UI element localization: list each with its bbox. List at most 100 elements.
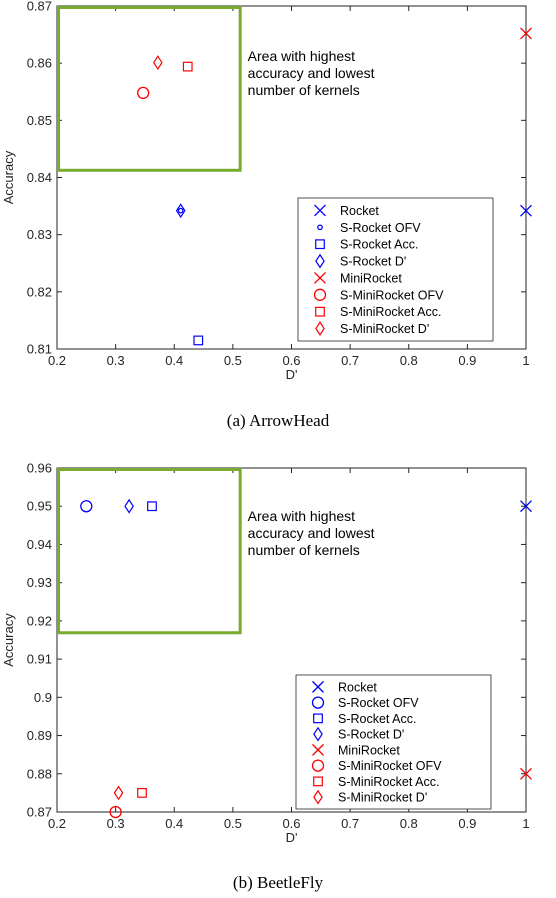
y-axis-label: Accuracy bbox=[1, 613, 16, 667]
legend-marker-rocket bbox=[312, 680, 324, 693]
x-tick-label: 0.4 bbox=[165, 816, 183, 831]
point-s-rocket-ofv bbox=[177, 207, 184, 214]
legend-label-s-minirocket-acc: S-MiniRocket Acc. bbox=[340, 305, 441, 319]
annotation-line: Area with highest bbox=[248, 48, 356, 64]
point-s-minirocket-acc bbox=[182, 61, 193, 72]
y-tick-label: 0.87 bbox=[27, 805, 52, 820]
x-tick-label: 1 bbox=[522, 353, 529, 368]
point-s-rocket-acc bbox=[147, 501, 157, 512]
x-tick-label: 0.2 bbox=[48, 353, 66, 368]
caption-arrowhead: (a) ArrowHead bbox=[226, 411, 330, 430]
y-tick-label: 0.81 bbox=[27, 342, 52, 357]
legend-marker-s-minirocket-ofv bbox=[311, 759, 325, 772]
legend: Rocket S-Rocket OFV S-Rocket Acc. S-Rocket … bbox=[295, 674, 492, 810]
x-tick-label: 0.2 bbox=[48, 816, 66, 831]
legend-marker-s-minirocket-d-prime bbox=[315, 321, 325, 336]
legend-box bbox=[297, 197, 494, 342]
x-tick-label: 0.9 bbox=[458, 353, 476, 368]
y-tick-label: 0.89 bbox=[27, 728, 52, 743]
y-tick-label: 0.82 bbox=[27, 284, 52, 299]
legend-label-s-minirocket-ofv: S-MiniRocket OFV bbox=[338, 759, 442, 773]
y-tick-label: 0.92 bbox=[27, 613, 52, 628]
y-tick-label: 0.88 bbox=[27, 766, 52, 781]
x-tick-label: 0.7 bbox=[341, 816, 359, 831]
legend-marker-s-minirocket-acc bbox=[315, 306, 325, 317]
y-tick-label: 0.94 bbox=[27, 537, 52, 552]
point-s-rocket-ofv bbox=[80, 500, 93, 513]
point-minirocket bbox=[520, 27, 532, 40]
legend-marker-s-rocket-ofv bbox=[317, 224, 323, 231]
legend-marker-s-minirocket-acc bbox=[313, 776, 323, 787]
point-s-minirocket-d-prime bbox=[113, 785, 124, 801]
y-tick-label: 0.86 bbox=[27, 56, 52, 71]
y-tick-label: 0.85 bbox=[27, 113, 52, 128]
x-tick-label: 0.9 bbox=[458, 816, 476, 831]
x-tick-label: 0.3 bbox=[107, 353, 125, 368]
legend-marker-s-rocket-acc bbox=[313, 713, 323, 724]
arrowhead-chart: 0.2 0.3 0.4 0.5 0.6 0.7 0.8 0.9 1 0.81 0.82 0.83 0.8… bbox=[1, 0, 532, 382]
legend-label-s-rocket-ofv: S-Rocket OFV bbox=[340, 221, 421, 235]
legend-label-s-rocket-acc: S-Rocket Acc. bbox=[338, 712, 417, 726]
legend-marker-minirocket bbox=[314, 271, 326, 284]
y-tick-label: 0.91 bbox=[27, 652, 52, 667]
caption-beetlefly: (b) BeetleFly bbox=[232, 873, 324, 892]
y-tick-label: 0.95 bbox=[27, 499, 52, 514]
x-tick-label: 0.6 bbox=[282, 353, 300, 368]
point-s-minirocket-ofv bbox=[109, 805, 122, 819]
point-rocket bbox=[520, 500, 532, 513]
legend-label-s-rocket-acc: S-Rocket Acc. bbox=[340, 238, 419, 252]
point-rocket bbox=[520, 204, 532, 217]
annotation-line: number of kernels bbox=[248, 542, 360, 558]
y-tick-label: 0.83 bbox=[27, 227, 52, 242]
highlight-annotation: Area with highest accuracy and lowest numb… bbox=[248, 48, 375, 98]
point-s-rocket-acc bbox=[193, 335, 204, 346]
legend-label-rocket: Rocket bbox=[338, 680, 377, 694]
x-tick-label: 0.8 bbox=[400, 816, 418, 831]
annotation-line: number of kernels bbox=[248, 82, 360, 98]
point-s-rocket-d-prime bbox=[124, 498, 134, 514]
legend-marker-s-rocket-d-prime bbox=[315, 253, 325, 269]
x-tick-label: 0.4 bbox=[165, 353, 183, 368]
y-tick-label: 0.96 bbox=[27, 461, 52, 476]
legend-label-s-rocket-d-prime: S-Rocket D' bbox=[338, 728, 404, 742]
legend-marker-minirocket bbox=[312, 743, 324, 756]
legend-marker-s-rocket-ofv bbox=[311, 696, 325, 709]
legend-label-rocket: Rocket bbox=[340, 204, 379, 218]
legend-marker-s-minirocket-d-prime bbox=[313, 789, 323, 805]
legend-label-s-rocket-ofv: S-Rocket OFV bbox=[338, 696, 419, 710]
legend-label-s-minirocket-d-prime: S-MiniRocket D' bbox=[340, 322, 429, 336]
legend-marker-rocket bbox=[314, 204, 326, 217]
point-minirocket bbox=[520, 767, 532, 780]
legend-marker-s-rocket-d-prime bbox=[313, 726, 323, 742]
highlight-annotation: Area with highest accuracy and lowest numb… bbox=[248, 508, 375, 558]
y-tick-label: 0.9 bbox=[34, 690, 52, 705]
legend-marker-s-rocket-acc bbox=[315, 239, 325, 250]
y-tick-label: 0.93 bbox=[27, 575, 52, 590]
point-s-minirocket-d-prime bbox=[152, 55, 163, 71]
x-tick-label: 0.8 bbox=[400, 353, 418, 368]
x-tick-label: 0.7 bbox=[341, 353, 359, 368]
legend-label-minirocket: MiniRocket bbox=[340, 271, 402, 285]
x-tick-label: 0.3 bbox=[107, 816, 125, 831]
x-axis-label: D' bbox=[286, 830, 298, 845]
x-axis-label: D' bbox=[286, 367, 298, 382]
legend-label-s-rocket-d-prime: S-Rocket D' bbox=[340, 255, 406, 269]
legend: Rocket S-Rocket OFV S-Rocket Acc. S-Rocket … bbox=[297, 197, 494, 342]
legend-label-s-minirocket-acc: S-MiniRocket Acc. bbox=[338, 775, 439, 789]
annotation-line: accuracy and lowest bbox=[248, 65, 375, 81]
x-tick-label: 0.5 bbox=[224, 353, 242, 368]
legend-label-minirocket: MiniRocket bbox=[338, 743, 400, 757]
point-s-minirocket-ofv bbox=[137, 86, 150, 100]
legend-box bbox=[295, 674, 492, 810]
annotation-line: accuracy and lowest bbox=[248, 525, 375, 541]
highlight-area bbox=[57, 468, 242, 635]
y-axis-label: Accuracy bbox=[1, 150, 16, 204]
beetlefly-chart: 0.2 0.3 0.4 0.5 0.6 0.7 0.8 0.9 10.870.880.890.9… bbox=[1, 461, 532, 845]
y-tick-label: 0.87 bbox=[27, 0, 52, 14]
y-tick-label: 0.84 bbox=[27, 170, 52, 185]
x-tick-label: 0.6 bbox=[282, 816, 300, 831]
highlight-area bbox=[57, 6, 242, 172]
x-tick-label: 1 bbox=[522, 816, 529, 831]
point-s-minirocket-acc bbox=[137, 787, 147, 798]
point-s-rocket-d-prime bbox=[175, 203, 186, 219]
